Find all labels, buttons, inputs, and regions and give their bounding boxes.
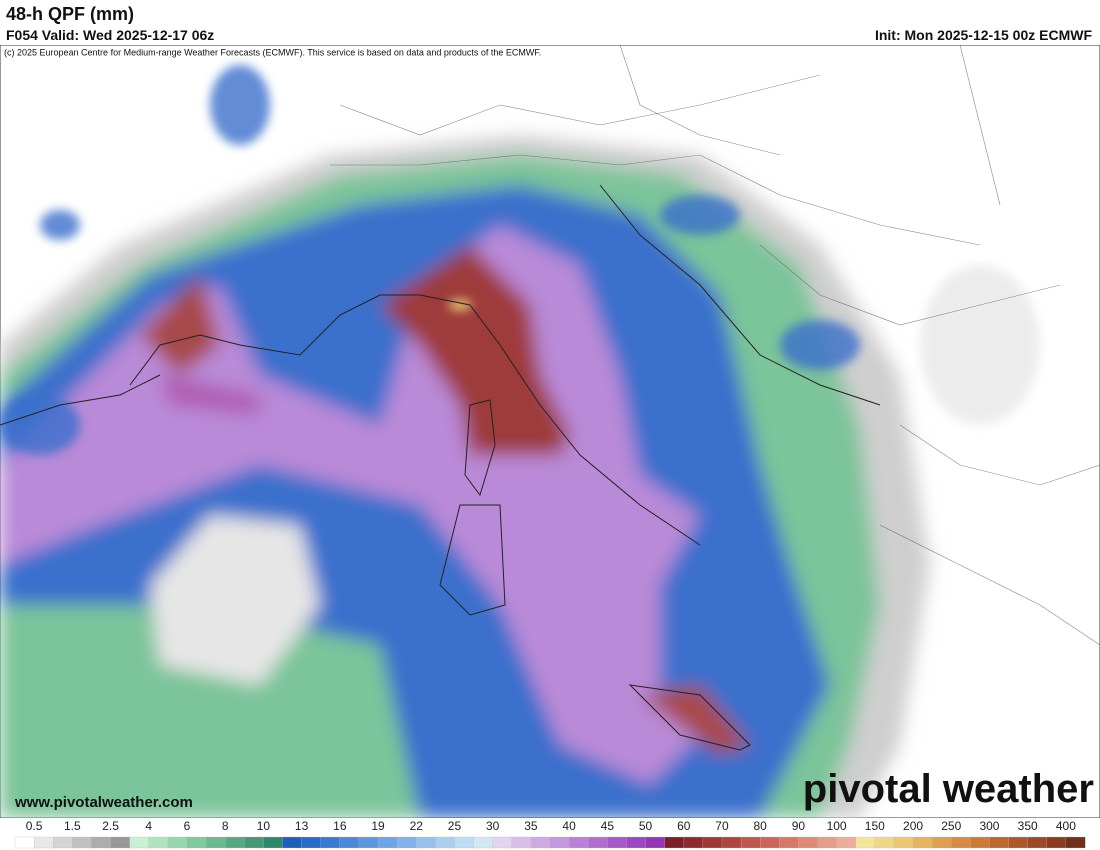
legend-swatch [339,836,360,849]
legend-swatch [416,836,436,849]
precip-map: (c) 2025 European Centre for Medium-rang… [0,45,1100,818]
legend-swatch [817,836,838,849]
legend-swatch [358,836,379,849]
legend-swatch [1027,836,1048,849]
coastlines [0,184,881,751]
legend-swatch [530,836,551,849]
legend-swatch [492,836,513,849]
map-title: 48-h QPF (mm) [6,4,135,24]
legend-label: 8 [222,819,229,833]
watermark-brand: pivotal weather [803,767,1094,811]
legend-label: 30 [486,819,500,833]
legend-swatch [912,836,933,849]
legend-label: 40 [562,819,576,833]
legend-label: 1.5 [64,819,81,833]
legend-label: 350 [1018,819,1038,833]
borders [330,45,1100,646]
legend-swatch [568,836,589,849]
legend-label: 13 [295,819,309,833]
legend-swatch [874,836,895,849]
legend-swatch [607,836,627,849]
watermark-url: www.pivotalweather.com [14,794,193,811]
legend-swatch [1046,836,1067,849]
precip-detail [0,65,1040,455]
legend-label: 150 [865,819,885,833]
legend-swatch [205,836,226,849]
legend-label: 90 [792,819,806,833]
legend-swatch [1065,836,1086,849]
legend-label: 60 [677,819,691,833]
legend-label: 6 [184,819,191,833]
legend-label: 50 [639,819,653,833]
legend-label: 70 [715,819,729,833]
legend-swatch [33,836,54,849]
legend-label: 22 [410,819,424,833]
legend-swatch [110,836,131,849]
legend-swatch [740,836,761,849]
legend-swatch [626,836,646,849]
valid-time: F054 Valid: Wed 2025-12-17 06z [6,27,215,43]
legend-label: 35 [524,819,538,833]
legend-swatch [855,836,876,849]
legend-swatch [435,836,455,849]
legend-label: 300 [979,819,999,833]
legend-swatch [396,836,417,849]
legend-swatch [244,836,264,849]
legend-swatch [473,836,494,849]
legend-swatch [970,836,990,849]
legend-swatch [167,836,188,849]
legend-swatch [72,836,92,849]
copyright: (c) 2025 European Centre for Medium-rang… [4,47,541,57]
legend-swatch [683,836,704,849]
legend-label: 16 [333,819,347,833]
legend-swatch [377,836,398,849]
legend-swatch [186,836,207,849]
legend-label: 100 [827,819,847,833]
legend-swatch [931,836,952,849]
legend-label: 25 [448,819,462,833]
legend-label: 250 [941,819,961,833]
legend-swatch [225,836,245,849]
legend-swatch [645,836,666,849]
precip-field [0,135,930,818]
legend-swatch [664,836,685,849]
legend-swatch [549,836,570,849]
legend-label: 400 [1056,819,1076,833]
legend-swatch [893,836,914,849]
legend-swatch [263,836,283,849]
legend-swatch [53,836,73,849]
legend-swatch [798,836,818,849]
legend-label: 45 [601,819,615,833]
legend-swatch [454,836,475,849]
legend-swatch [282,836,303,849]
legend-swatch [588,836,608,849]
legend-swatch [129,836,150,849]
legend-swatch [1008,836,1029,849]
legend-label: 19 [371,819,385,833]
legend-swatch [301,836,322,849]
legend-label: 10 [257,819,271,833]
legend-label: 200 [903,819,923,833]
legend-swatch [702,836,723,849]
legend-swatch [148,836,169,849]
legend-swatch [511,836,532,849]
legend-swatch [836,836,857,849]
legend-swatch [14,836,35,849]
legend-label: 80 [753,819,767,833]
legend-label: 4 [145,819,152,833]
legend-swatch [951,836,971,849]
legend-label: 0.5 [26,819,43,833]
legend-swatch [721,836,742,849]
legend-swatch [779,836,799,849]
legend-label: 2.5 [102,819,119,833]
legend-swatch [320,836,341,849]
legend-swatch [91,836,111,849]
color-legend: 0.5 1.5 2.5 4 6 8 10 13 16 19 22 25 30 35 40 45 50 60 70 80… [14,819,1086,849]
legend-swatch [989,836,1010,849]
legend-swatch [760,836,780,849]
init-time: Init: Mon 2025-12-15 00z ECMWF [874,27,1092,43]
